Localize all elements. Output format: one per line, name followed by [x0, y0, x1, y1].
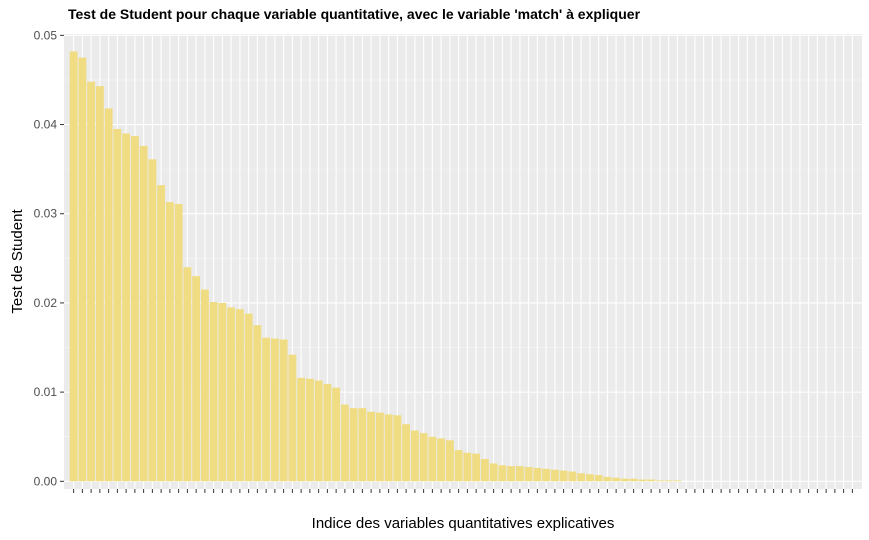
y-tick-label: 0.04 — [34, 118, 58, 132]
bar — [157, 185, 166, 482]
bar — [673, 480, 682, 482]
bar — [358, 408, 367, 482]
bar — [305, 378, 314, 482]
bar — [367, 411, 376, 482]
bar — [244, 313, 253, 482]
gridlines — [64, 34, 862, 489]
bar — [183, 267, 192, 482]
bar — [472, 453, 481, 482]
bar — [585, 474, 594, 482]
bar — [375, 412, 384, 482]
bar — [655, 480, 664, 482]
x-axis — [73, 489, 853, 493]
bar — [620, 478, 629, 482]
bar — [594, 475, 603, 482]
chart-title: Test de Student pour chaque variable qua… — [68, 6, 641, 22]
y-tick-label: 0.00 — [34, 474, 58, 488]
y-tick-label: 0.02 — [34, 296, 58, 310]
bar — [428, 436, 437, 482]
bar — [480, 459, 489, 482]
bar — [454, 450, 463, 482]
bar — [559, 470, 568, 482]
bar — [288, 354, 297, 482]
bar — [104, 108, 113, 482]
bar — [270, 338, 279, 482]
bar — [200, 289, 209, 482]
bar — [340, 404, 349, 482]
bar — [165, 202, 174, 482]
y-axis-title: Test de Student — [9, 209, 26, 314]
bar — [410, 430, 419, 482]
y-axis: 0.00 0.01 0.02 0.03 0.04 0.05 — [34, 28, 64, 488]
bar — [629, 478, 638, 482]
bar — [209, 302, 218, 482]
bar — [139, 145, 148, 482]
bar — [647, 479, 656, 482]
bar — [297, 377, 306, 482]
bars — [69, 51, 682, 482]
bar — [384, 414, 393, 482]
x-axis-title: Indice des variables quantitatives expli… — [312, 515, 615, 532]
bar — [515, 466, 524, 482]
bar — [638, 479, 647, 482]
bar — [314, 380, 323, 482]
bar — [393, 415, 402, 482]
bar — [174, 203, 183, 482]
bar — [419, 433, 428, 482]
y-tick-label: 0.03 — [34, 207, 58, 221]
bar — [498, 465, 507, 482]
bar — [78, 57, 87, 482]
bar — [148, 159, 157, 482]
bar — [445, 440, 454, 482]
bar — [192, 276, 201, 482]
bar — [489, 463, 498, 482]
bar — [253, 325, 262, 482]
y-tick-label: 0.01 — [34, 385, 58, 399]
bar — [122, 133, 131, 482]
bar — [279, 339, 288, 482]
bar — [463, 452, 472, 482]
bar — [550, 469, 559, 482]
bar — [524, 467, 533, 482]
bar — [437, 438, 446, 482]
bar — [612, 477, 621, 482]
bar — [235, 309, 244, 482]
bar — [349, 408, 358, 482]
bar — [332, 387, 341, 482]
bar — [323, 384, 332, 482]
bar — [262, 337, 271, 482]
bar — [542, 468, 551, 482]
bar — [69, 51, 78, 482]
bar — [664, 480, 673, 482]
bar — [402, 424, 411, 482]
bar — [603, 476, 612, 482]
bar — [507, 466, 516, 482]
bar — [218, 302, 227, 482]
bar — [227, 307, 236, 482]
bar — [568, 471, 577, 482]
bar — [87, 81, 96, 482]
y-tick-label: 0.05 — [34, 28, 58, 42]
bar — [95, 86, 104, 482]
bar — [533, 467, 542, 482]
bar — [113, 128, 122, 482]
bar — [577, 473, 586, 482]
bar — [130, 136, 139, 482]
